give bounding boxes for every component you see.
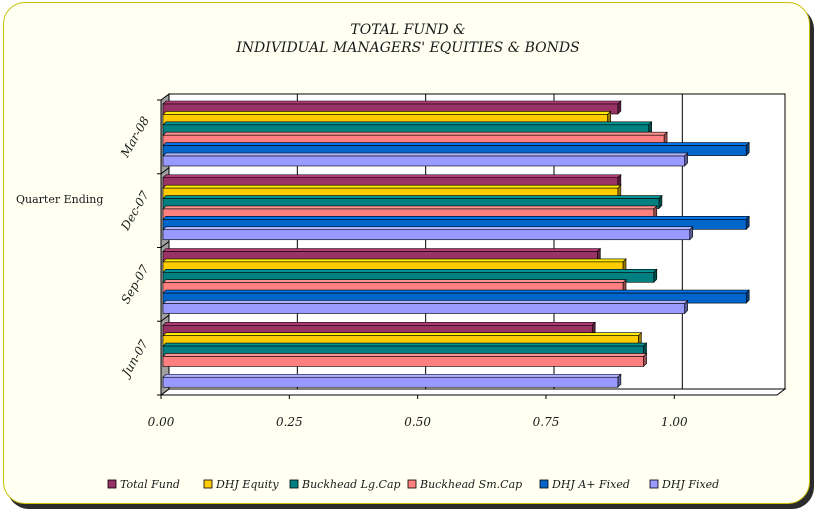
side-wall-divider	[160, 241, 170, 248]
plot-floor	[159, 388, 787, 396]
bar-Mar-08-dhj-a-fixed	[162, 141, 750, 157]
legend-swatch	[107, 479, 117, 489]
x-tick-label-4: 1.00	[661, 415, 688, 429]
legend-swatch	[407, 479, 417, 489]
legend-label: DHJ Equity	[215, 478, 279, 491]
bar-front-face	[162, 356, 644, 367]
bar-top-face	[162, 248, 602, 252]
bar-front-face	[162, 155, 685, 167]
legend-swatch	[649, 479, 659, 489]
bar-top-face	[162, 121, 653, 126]
side-wall-divider	[160, 167, 170, 175]
x-tick-label-0: 0.00	[148, 415, 175, 429]
x-tick-label-2: 0.50	[404, 415, 431, 429]
bar-top-face	[162, 289, 750, 294]
bar-top-face	[162, 373, 622, 378]
x-tick-label-1: 0.25	[276, 415, 303, 429]
bar-Dec-07-dhj-a-fixed	[162, 215, 750, 231]
bar-Dec-07-dhj-fixed	[162, 226, 694, 241]
legend-label: DHJ A+ Fixed	[551, 478, 630, 491]
chart-svg: TOTAL FUND & INDIVIDUAL MANAGERS' EQUITI…	[16, 22, 787, 491]
bar-top-face	[162, 184, 622, 189]
legend: Total Fund DHJ Equity Buckhead Lg.Cap Buckh…	[107, 478, 719, 491]
chart-title: TOTAL FUND &	[350, 22, 465, 38]
bar-front-face	[162, 376, 619, 388]
bar-top-face	[162, 279, 627, 284]
bar-Dec-07-dhj-equity	[162, 184, 622, 199]
bar-top-face	[162, 342, 648, 347]
bar-Jun-07-dhj-fixed	[162, 373, 622, 388]
legend-swatch	[203, 479, 213, 489]
bar-top-face	[162, 174, 622, 179]
legend-item-buckhead-lg-cap: Buckhead Lg.Cap	[289, 478, 401, 491]
legend-swatch	[539, 479, 549, 489]
bar-Sep-07-dhj-fixed	[162, 299, 689, 315]
bar-Dec-07-buckhead-sm-cap	[162, 205, 658, 220]
bar-front-face	[162, 229, 691, 241]
bar-top-face	[162, 195, 663, 199]
bar-top-face	[162, 152, 689, 157]
bar-Mar-08-total-fund	[162, 100, 622, 115]
chart-subtitle: INDIVIDUAL MANAGERS' EQUITIES & BONDS	[235, 40, 579, 56]
legend-item-dhj-fixed: DHJ Fixed	[649, 478, 719, 491]
bar-Dec-07-buckhead-lg-cap	[162, 194, 663, 210]
bar-top-face	[162, 131, 668, 136]
bar-top-face	[162, 353, 648, 357]
bar-front-face	[162, 303, 685, 314]
bar-top-face	[162, 111, 612, 115]
bar-top-face	[162, 332, 643, 336]
category-label-jun-07: Jun-07	[118, 337, 152, 381]
legend-label: Buckhead Sm.Cap	[419, 478, 522, 491]
bar-top-face	[162, 216, 750, 220]
bar-Jun-07-buckhead-sm-cap	[162, 352, 648, 368]
bar-top-face	[162, 205, 658, 210]
legend-item-total-fund: Total Fund	[107, 478, 180, 491]
legend-item-dhj-equity: DHJ Equity	[203, 478, 279, 491]
y-axis-label: Quarter Ending	[16, 193, 103, 206]
plot-area: 0.00 0.25 0.50 0.75 1.00 Mar-08 Dec-07 Sep-07 Ju…	[117, 93, 787, 429]
legend-label: Buckhead Lg.Cap	[301, 478, 401, 491]
bar-top-face	[162, 142, 750, 146]
category-label-dec-07: Dec-07	[118, 188, 152, 233]
bar-top-face	[162, 321, 596, 326]
bar-Mar-08-buckhead-lg-cap	[162, 121, 653, 136]
bar-top-face	[162, 100, 622, 105]
legend-swatch	[289, 479, 299, 489]
chart-frame: TOTAL FUND & INDIVIDUAL MANAGERS' EQUITI…	[3, 2, 810, 504]
category-label-mar-08: Mar-08	[117, 114, 152, 161]
side-wall-divider	[160, 314, 170, 322]
bar-Jun-07-total-fund	[162, 321, 596, 336]
x-tick-label-3: 0.75	[533, 415, 560, 429]
legend-item-buckhead-sm-cap: Buckhead Sm.Cap	[407, 478, 522, 491]
bar-top-face	[162, 300, 689, 304]
bar-Mar-08-dhj-fixed	[162, 152, 689, 167]
legend-label: DHJ Fixed	[661, 478, 719, 491]
bar-top-face	[162, 268, 658, 273]
bar-top-face	[162, 258, 627, 263]
bar-Sep-07-buckhead-sm-cap	[162, 278, 627, 294]
category-label-sep-07: Sep-07	[118, 262, 151, 306]
legend-label: Total Fund	[120, 478, 180, 491]
bar-top-face	[162, 226, 694, 231]
legend-item-dhj-a-fixed: DHJ A+ Fixed	[539, 478, 630, 491]
